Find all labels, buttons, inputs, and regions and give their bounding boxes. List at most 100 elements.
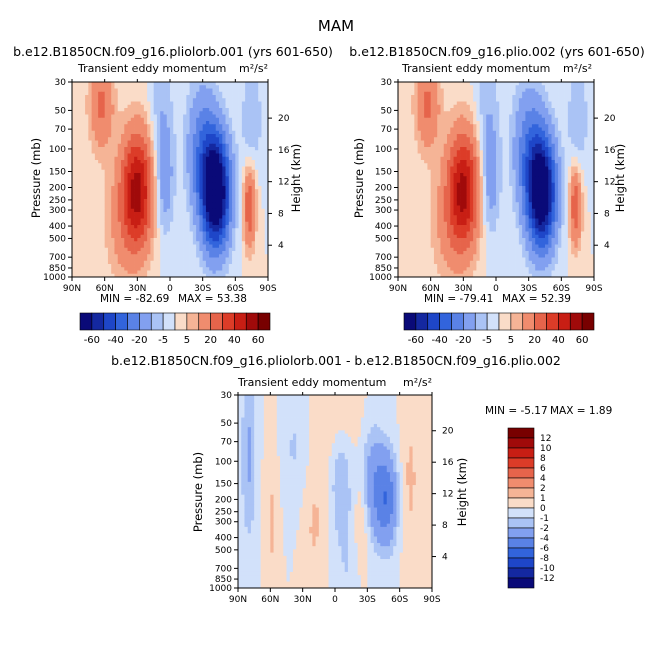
field-cell xyxy=(254,101,259,106)
field-cell xyxy=(264,241,269,245)
field-cell xyxy=(241,179,246,184)
field-cell xyxy=(492,114,497,119)
field-cell xyxy=(238,121,243,125)
field-cell xyxy=(528,137,533,141)
field-cell xyxy=(173,218,177,223)
field-cell xyxy=(264,114,269,119)
field-cell xyxy=(571,130,575,135)
field-cell xyxy=(143,91,148,96)
field-cell xyxy=(88,134,92,138)
field-cell xyxy=(548,117,552,122)
field-cell xyxy=(124,264,128,268)
field-cell xyxy=(512,137,516,141)
field-cell xyxy=(153,121,158,125)
field-cell xyxy=(518,91,523,96)
field-cell xyxy=(245,208,249,213)
field-cell xyxy=(186,189,190,193)
field-cell xyxy=(427,137,432,141)
field-cell xyxy=(590,85,595,89)
field-cell xyxy=(111,208,115,213)
field-cell xyxy=(404,150,409,154)
field-cell xyxy=(143,130,148,135)
field-cell xyxy=(104,147,109,151)
field-cell xyxy=(564,143,569,148)
field-cell xyxy=(261,231,266,236)
field-cell xyxy=(88,254,92,258)
field-cell xyxy=(163,218,168,223)
field-cell xyxy=(558,98,562,102)
field-cell xyxy=(404,82,409,86)
field-cell xyxy=(241,137,246,141)
field-cell xyxy=(192,156,197,161)
field-cell xyxy=(111,117,115,122)
field-cell xyxy=(460,95,464,99)
field-cell xyxy=(209,270,213,275)
field-cell xyxy=(561,140,565,145)
field-cell xyxy=(463,127,467,132)
field-cell xyxy=(496,91,500,96)
field-cell xyxy=(196,247,200,252)
field-cell xyxy=(447,147,451,151)
field-cell xyxy=(261,134,266,138)
field-cell xyxy=(235,251,239,255)
field-cell xyxy=(183,234,187,239)
field-cell xyxy=(205,88,210,93)
field-cell xyxy=(430,140,435,145)
field-cell xyxy=(75,202,79,206)
field-cell xyxy=(153,153,158,158)
field-cell xyxy=(156,101,161,106)
field-cell xyxy=(215,121,220,125)
field-cell xyxy=(81,130,86,135)
field-cell xyxy=(404,114,409,119)
field-cell xyxy=(196,134,200,138)
field-cell xyxy=(202,140,207,145)
field-cell xyxy=(137,166,141,171)
field-cell xyxy=(104,195,109,200)
field-cell xyxy=(179,218,184,223)
field-cell xyxy=(189,88,194,93)
field-cell xyxy=(545,127,549,132)
field-cell xyxy=(75,169,79,174)
field-cell xyxy=(166,88,171,93)
field-cell xyxy=(232,234,236,239)
field-cell xyxy=(186,163,190,167)
field-cell xyxy=(248,104,253,109)
field-cell xyxy=(258,260,262,265)
field-cell xyxy=(170,247,174,252)
field-cell xyxy=(170,88,174,93)
field-cell xyxy=(248,163,253,167)
field-cell xyxy=(245,127,249,132)
field-cell xyxy=(228,82,233,86)
field-cell xyxy=(81,234,86,239)
field-cell xyxy=(251,150,256,154)
field-cell xyxy=(85,267,89,271)
field-cell xyxy=(107,195,112,200)
field-cell xyxy=(72,205,76,210)
field-cell xyxy=(150,186,155,190)
field-cell xyxy=(215,101,220,106)
field-cell xyxy=(225,221,230,226)
field-cell xyxy=(261,137,266,141)
field-cell xyxy=(127,192,132,197)
field-cell xyxy=(212,257,217,262)
field-cell xyxy=(245,173,249,177)
field-cell xyxy=(72,95,76,99)
field-cell xyxy=(170,111,174,115)
field-cell xyxy=(72,225,76,229)
field-cell xyxy=(72,241,76,245)
field-cell xyxy=(219,238,223,242)
field-cell xyxy=(587,111,592,115)
field-cell xyxy=(127,247,132,252)
field-cell xyxy=(460,114,464,119)
field-cell xyxy=(577,82,582,86)
field-cell xyxy=(81,182,86,187)
field-cell xyxy=(104,238,109,242)
field-cell xyxy=(192,264,197,268)
field-cell xyxy=(264,117,269,122)
field-cell xyxy=(179,150,184,154)
field-cell xyxy=(248,238,253,242)
field-cell xyxy=(78,251,83,255)
field-cell xyxy=(176,215,181,219)
field-cell xyxy=(137,82,141,86)
field-cell xyxy=(205,153,210,158)
